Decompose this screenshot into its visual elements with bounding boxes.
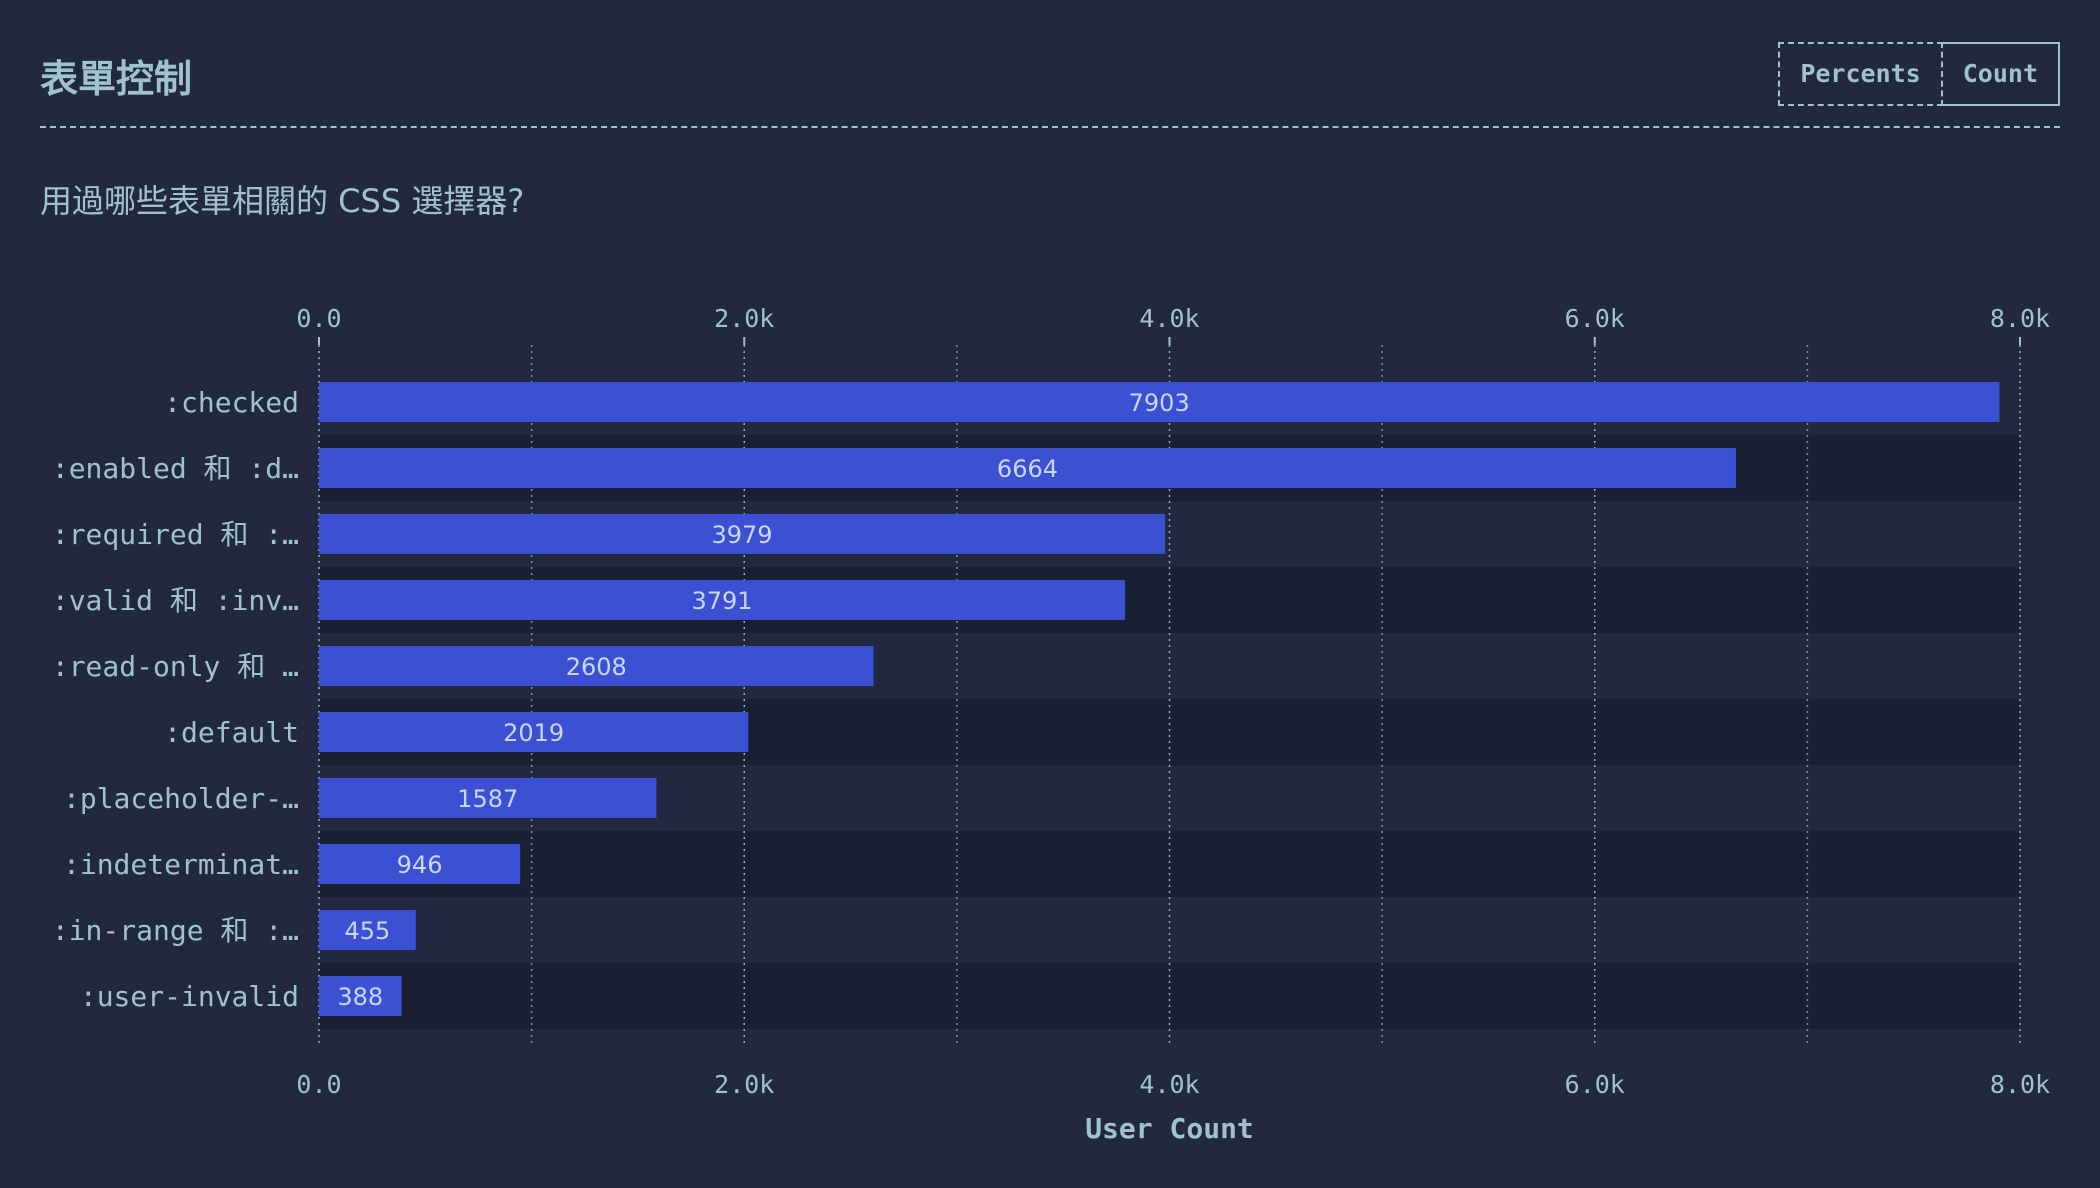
bar-value-label: 3791 [691,587,752,615]
bar [319,778,657,818]
bar [319,514,1166,554]
bar [319,646,874,686]
question-title: 用過哪些表單相關的 CSS 選擇器? [40,182,525,220]
x-tick-label-bottom: 6.0k [1565,1070,1625,1099]
x-tick-label-top: 0.0 [296,304,341,333]
row-background [319,831,2020,897]
category-label: :in-range 和 :… [52,914,299,947]
category-label: :user-invalid [80,980,299,1013]
bar-value-label: 2608 [566,653,627,681]
x-tick-label-bottom: 8.0k [1990,1070,2050,1099]
category-label: :placeholder-… [63,782,299,815]
bar [319,382,2000,422]
bar [319,712,749,752]
bar [319,844,521,884]
bar [319,580,1126,620]
section-title: 表單控制 [40,57,193,101]
section-header: 表單控制 Percents Count [40,38,2060,128]
bar [319,448,1736,488]
bar [319,910,416,950]
units-toggle: Percents Count [1778,42,2060,106]
x-tick-label-top: 2.0k [714,304,774,333]
x-tick-label-bottom: 0.0 [296,1070,341,1099]
bar-value-label: 388 [337,983,383,1011]
bar-value-label: 455 [344,917,390,945]
bar-value-label: 2019 [503,719,564,747]
row-background [319,963,2020,1029]
category-label: :enabled 和 :d… [52,452,299,485]
bar-value-label: 3979 [711,521,772,549]
bar [319,976,402,1016]
bar-value-label: 946 [397,851,443,879]
x-tick-label-top: 4.0k [1139,304,1199,333]
x-tick-label-bottom: 4.0k [1139,1070,1199,1099]
x-tick-label-top: 8.0k [1990,304,2050,333]
category-label: :default [164,716,299,749]
count-button[interactable]: Count [1942,42,2060,106]
bar-value-label: 7903 [1129,389,1190,417]
category-label: :valid 和 :inv… [52,584,299,617]
x-tick-label-top: 6.0k [1565,304,1625,333]
category-label: :required 和 :… [52,518,299,551]
category-label: :indeterminat… [63,848,299,881]
category-label: :checked [164,386,299,419]
category-label: :read-only 和 … [52,650,299,683]
percents-button[interactable]: Percents [1778,42,1943,106]
bar-value-label: 6664 [997,455,1058,483]
bar-value-label: 1587 [457,785,518,813]
x-tick-label-bottom: 2.0k [714,1070,774,1099]
x-axis-title: User Count [1085,1112,1254,1145]
